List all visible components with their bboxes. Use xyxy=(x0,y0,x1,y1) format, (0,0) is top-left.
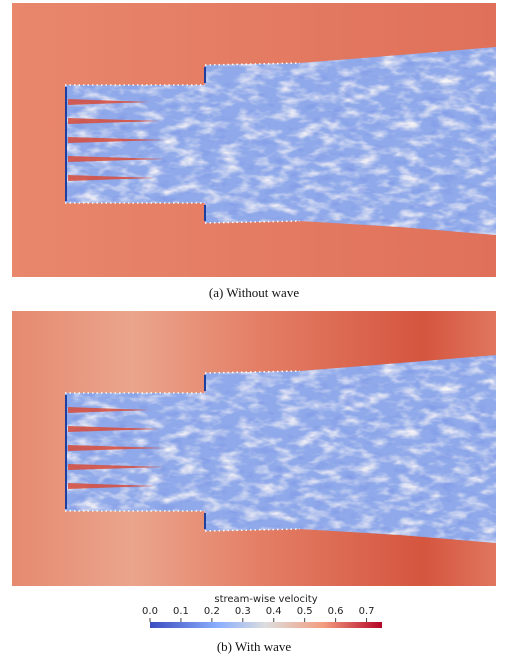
colorbar-tick-label: 0.0 xyxy=(142,606,158,617)
colorbar-gradient xyxy=(150,622,382,628)
colorbar-tick-label: 0.1 xyxy=(173,606,189,617)
colorbar-tick-label: 0.5 xyxy=(297,606,313,617)
colorbar-tick-label: 0.2 xyxy=(204,606,220,617)
colorbar-title: stream-wise velocity xyxy=(214,594,317,605)
colorbar-tick-label: 0.7 xyxy=(359,606,375,617)
colorbar-tick-label: 0.4 xyxy=(266,606,282,617)
caption: (b) With wave xyxy=(217,639,292,654)
panel-b xyxy=(12,311,496,586)
caption: (a) Without wave xyxy=(209,285,299,300)
figure: (a) Without wave stream-wise velocity 0.… xyxy=(0,0,508,663)
panel-a xyxy=(12,3,496,277)
colorbar-tick-label: 0.6 xyxy=(328,606,344,617)
page: (a) Without wave stream-wise velocity 0.… xyxy=(0,0,508,663)
colorbar: stream-wise velocity 0.0 0.1 0.2 0.3 0.4 0.5 0… xyxy=(138,590,398,634)
colorbar-tick-label: 0.3 xyxy=(235,606,251,617)
